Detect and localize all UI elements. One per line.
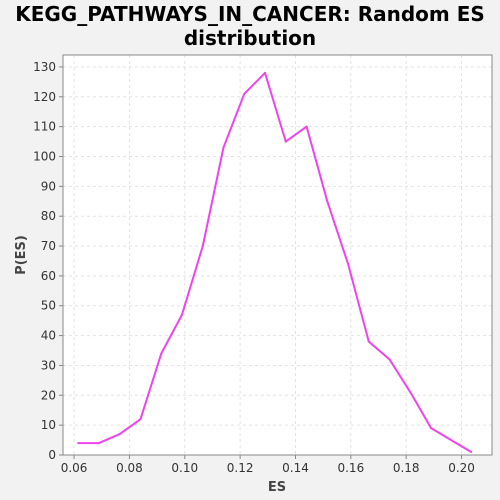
data-point [222,146,225,149]
data-point [264,71,266,74]
data-point [181,313,183,316]
x-axis-ticks: 0.06 0.08 0.10 0.12 0.14 0.16 0.18 0.20 [61,455,475,475]
data-point [284,140,287,143]
x-tick-label: 0.18 [393,461,420,475]
chart-title-line-2: distribution [183,26,317,50]
data-point [243,92,246,95]
y-tick-label: 30 [41,358,56,372]
plot-area [63,55,492,455]
y-tick-label: 40 [41,329,56,343]
data-point [347,263,350,265]
x-axis-label: ES [268,480,286,495]
y-tick-label: 20 [41,388,56,402]
data-point [430,427,433,430]
data-point [326,200,329,203]
y-tick-label: 130 [33,60,56,74]
x-tick-label: 0.08 [116,461,143,475]
y-tick-label: 100 [33,149,56,163]
series-group [77,71,473,453]
x-tick-label: 0.16 [337,461,364,475]
x-tick-label: 0.20 [448,461,475,475]
chart-title-line-1: KEGG_PATHWAYS_IN_CANCER: Random ES [15,2,485,26]
y-tick-label: 120 [33,90,56,104]
chart-title: KEGG_PATHWAYS_IN_CANCER: Random ES distr… [0,2,500,50]
plot-border [62,54,493,456]
x-tick-label: 0.14 [282,461,309,475]
y-axis-ticks: 0 10 20 30 40 50 60 70 80 90 100 110 120 130 [33,60,63,462]
y-tick-label: 60 [41,269,56,283]
data-point [98,442,100,445]
y-tick-label: 70 [41,239,56,253]
y-tick-label: 50 [41,299,56,313]
y-tick-label: 80 [41,209,56,223]
y-tick-label: 110 [33,120,56,134]
y-tick-label: 10 [41,418,56,432]
data-point [201,245,204,247]
grid-lines [63,55,492,456]
data-point [77,442,80,445]
data-point [388,358,391,361]
data-point [160,352,163,355]
data-point [118,433,121,436]
x-tick-label: 0.06 [61,461,88,475]
data-point [470,451,473,453]
data-point [139,418,142,421]
x-tick-label: 0.10 [171,461,198,475]
data-point [305,125,308,128]
y-tick-label: 90 [41,179,56,193]
y-axis-label: P(ES) [14,235,29,275]
x-tick-label: 0.12 [227,461,254,475]
data-point [367,340,370,343]
y-tick-label: 0 [48,448,56,462]
data-point [409,391,412,394]
